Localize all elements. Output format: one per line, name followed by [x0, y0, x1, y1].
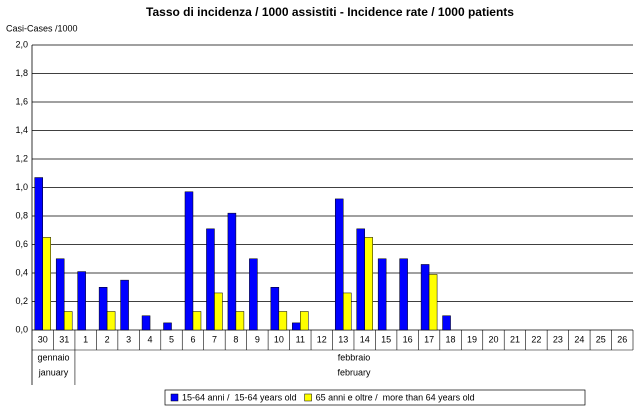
- chart-title: Tasso di incidenza / 1000 assistiti - In…: [146, 5, 514, 19]
- y-tick-label: 1,4: [15, 125, 28, 135]
- x-tick-label: 4: [148, 334, 153, 344]
- bar: [334, 198, 344, 331]
- bar: [141, 315, 151, 331]
- bar: [192, 311, 202, 331]
- month-label: febbraio: [338, 352, 371, 362]
- y-tick-label: 0,0: [15, 324, 28, 334]
- month-label: gennaio: [37, 352, 69, 362]
- x-tick-label: 21: [510, 334, 520, 344]
- x-tick-label: 31: [59, 334, 69, 344]
- x-tick-label: 30: [38, 334, 48, 344]
- month-label: february: [337, 367, 371, 377]
- bar: [106, 311, 116, 331]
- x-tick-label: 25: [596, 334, 606, 344]
- bar: [356, 228, 365, 331]
- x-tick-label: 16: [403, 334, 413, 344]
- y-tick-label: 1,6: [15, 96, 28, 106]
- bar: [292, 322, 301, 331]
- bar: [184, 191, 194, 331]
- x-tick-label: 10: [274, 334, 284, 344]
- bar: [206, 228, 215, 331]
- x-tick-label: 18: [446, 334, 456, 344]
- bar: [364, 237, 373, 331]
- bar: [42, 237, 51, 331]
- bar: [300, 311, 309, 331]
- bar: [399, 258, 408, 331]
- legend-swatch: [304, 393, 312, 402]
- x-tick-label: 19: [467, 334, 477, 344]
- x-tick-label: 11: [296, 334, 305, 344]
- y-tick-label: 1,2: [15, 153, 28, 163]
- y-tick-label: 0,6: [15, 239, 28, 249]
- bar: [235, 311, 245, 331]
- y-axis-label: Casi-Cases /1000: [6, 23, 78, 33]
- bar: [98, 287, 108, 331]
- bar: [34, 177, 43, 331]
- x-tick-label: 6: [190, 334, 195, 344]
- bar: [428, 274, 438, 331]
- x-tick-label: 1: [83, 334, 88, 344]
- x-tick-label: 26: [617, 334, 627, 344]
- x-tick-label: 14: [360, 334, 370, 344]
- legend-box: [164, 389, 586, 406]
- x-tick-label: 12: [317, 334, 327, 344]
- bar: [420, 264, 430, 331]
- x-tick-label: 13: [338, 334, 348, 344]
- bar: [249, 258, 258, 331]
- x-tick-label: 24: [574, 334, 584, 344]
- x-tick-label: 15: [381, 334, 391, 344]
- x-tick-label: 9: [255, 334, 260, 344]
- x-tick-label: 22: [531, 334, 541, 344]
- x-tick-label: 2: [105, 334, 110, 344]
- x-tick-label: 3: [126, 334, 131, 344]
- x-tick-label: 17: [424, 334, 434, 344]
- bar: [270, 287, 280, 331]
- y-tick-label: 0,2: [15, 296, 28, 306]
- y-tick-label: 0,8: [15, 210, 28, 220]
- legend: 15-64 anni / 15-64 years old 65 anni e ol…: [164, 389, 586, 406]
- legend-swatch: [170, 393, 179, 402]
- y-tick-label: 0,4: [15, 267, 28, 277]
- y-tick-label: 1,8: [15, 68, 28, 78]
- x-tick-label: 23: [553, 334, 563, 344]
- bar: [377, 258, 387, 331]
- y-tick-label: 2,0: [15, 39, 28, 49]
- x-tick-label: 20: [488, 334, 498, 344]
- legend-label: 65 anni e oltre / more than 64 years old: [316, 392, 475, 402]
- y-tick-label: 1,0: [15, 182, 28, 192]
- bar: [77, 271, 86, 331]
- bar: [214, 292, 223, 331]
- bar: [63, 311, 73, 331]
- bar: [342, 292, 352, 331]
- x-tick-label: 8: [233, 334, 238, 344]
- bar: [163, 322, 172, 331]
- bar: [278, 311, 288, 331]
- bar: [55, 258, 65, 331]
- bar: [227, 212, 237, 331]
- x-tick-label: 7: [212, 334, 217, 344]
- bar: [120, 279, 129, 331]
- month-label: january: [38, 367, 69, 377]
- x-tick-label: 5: [169, 334, 174, 344]
- legend-label: 15-64 anni / 15-64 years old: [182, 392, 297, 402]
- bar: [442, 315, 451, 331]
